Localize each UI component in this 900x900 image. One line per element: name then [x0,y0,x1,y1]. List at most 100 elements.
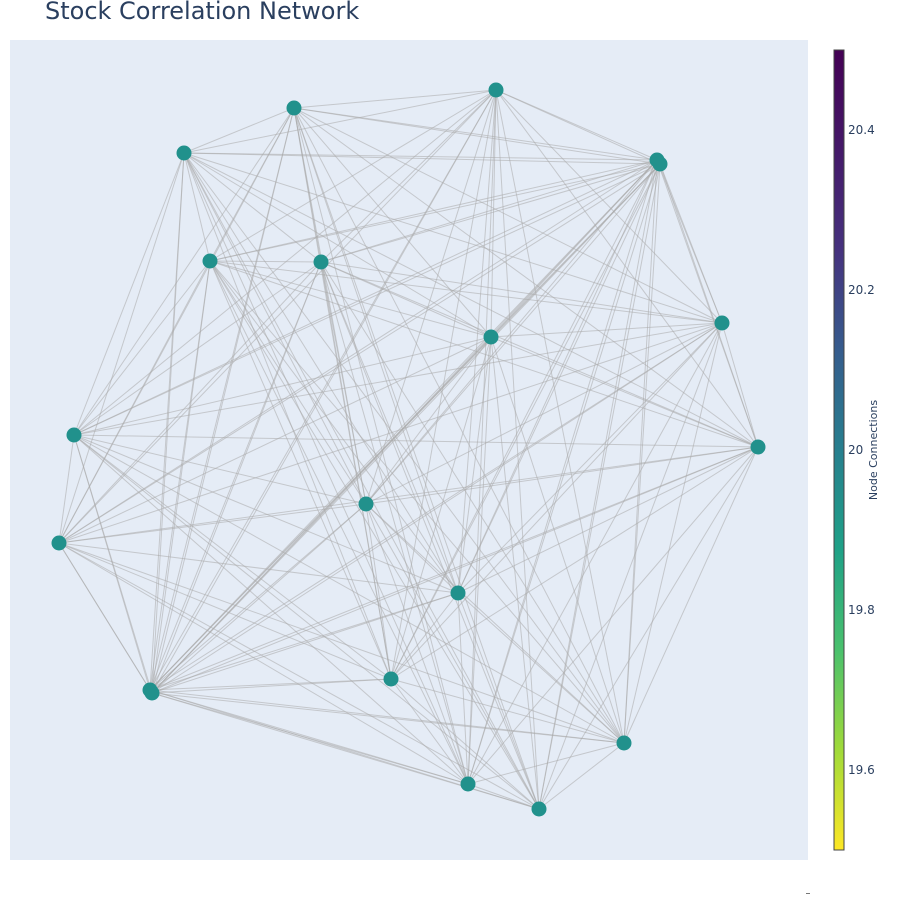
edge-line [209,260,759,448]
edge-line [467,783,540,810]
edge-line [183,152,492,338]
node-point-8[interactable] [714,315,730,331]
edge-line [457,163,661,594]
node-point-19[interactable] [460,776,476,792]
edge-line [73,159,658,436]
edge-line [149,503,367,691]
edge-line [320,163,661,263]
node-point-9[interactable] [483,329,499,345]
edge-line [390,159,658,680]
edge-line [73,434,469,785]
edge-line [293,107,492,338]
edge-line [58,542,540,810]
node-point-13[interactable] [51,535,67,551]
edge-line [457,336,492,594]
edge-line [73,434,153,694]
node-point-14[interactable] [450,585,466,601]
edge-line [490,322,723,338]
edge-line [58,503,367,544]
edge-line [183,152,661,165]
edge-line [365,336,492,505]
edge-line [151,107,295,694]
edge-line [390,89,497,680]
edge-line [293,107,661,165]
edge-line [209,89,497,262]
edge-line [457,592,469,785]
edge-line [183,152,322,263]
edge-line [151,260,211,694]
node-point-12[interactable] [358,496,374,512]
edge-line [209,163,661,262]
edge-line [209,260,322,263]
node-point-10[interactable] [66,427,82,443]
node-point-3[interactable] [176,145,192,161]
edge-line [467,742,625,785]
node-point-17[interactable] [144,685,160,701]
edge-line [58,152,185,544]
edge-line [623,322,723,744]
edge-line [73,89,497,436]
edge-line [293,107,469,785]
edge-line [467,159,658,785]
edge-line [151,692,469,785]
edge-line [149,592,459,691]
edge-line [390,163,661,680]
edge-line [151,692,540,810]
edge-line [183,152,392,680]
edge-line [151,163,661,694]
edge-line [538,163,661,810]
corner-mark [806,893,810,894]
node-point-5[interactable] [652,156,668,172]
node-point-7[interactable] [313,254,329,270]
edge-line [183,89,497,154]
edge-line [467,446,759,785]
colorbar-tick-label: 20.4 [848,123,875,137]
node-point-2[interactable] [286,100,302,116]
colorbar-title: Node Connections [867,400,880,500]
edge-line [149,159,658,691]
edge-line [365,89,497,505]
edge-line [320,261,540,810]
edge-line [58,542,153,694]
edge-line [365,163,661,505]
edge-line [293,89,497,109]
edge-line [151,322,723,694]
edge-line [151,678,392,694]
edge-line [293,107,759,448]
colorbar-ticks: 19.6 19.8 20 20.2 20.4 [848,123,875,777]
colorbar-tick-label: 20 [848,443,863,457]
edge-line [58,542,469,785]
edge-line [183,107,295,154]
edge-line [151,692,625,744]
edge-line [467,89,497,785]
edge-line [58,260,211,544]
node-point-20[interactable] [531,801,547,817]
edge-line [58,322,723,544]
edge-line [538,446,759,810]
edge-line [183,152,459,594]
edge-line [293,107,723,324]
edge-line [623,163,661,744]
edge-layer [58,89,759,810]
node-point-1[interactable] [488,82,504,98]
edge-line [149,336,492,691]
edge-line [151,261,322,694]
edge-line [467,322,723,785]
edge-line [209,159,658,262]
edge-line [293,107,540,810]
edge-line [58,261,322,544]
edge-line [209,260,723,324]
node-point-18[interactable] [616,735,632,751]
edge-line [209,260,492,338]
edge-line [151,336,492,694]
edge-line [490,89,497,338]
edge-line [320,261,469,785]
edge-line [73,261,322,436]
node-point-11[interactable] [750,439,766,455]
node-point-6[interactable] [202,253,218,269]
edge-line [209,260,392,680]
node-point-15[interactable] [383,671,399,687]
edge-line [390,678,625,744]
edge-line [149,322,723,691]
edge-line [209,260,367,505]
